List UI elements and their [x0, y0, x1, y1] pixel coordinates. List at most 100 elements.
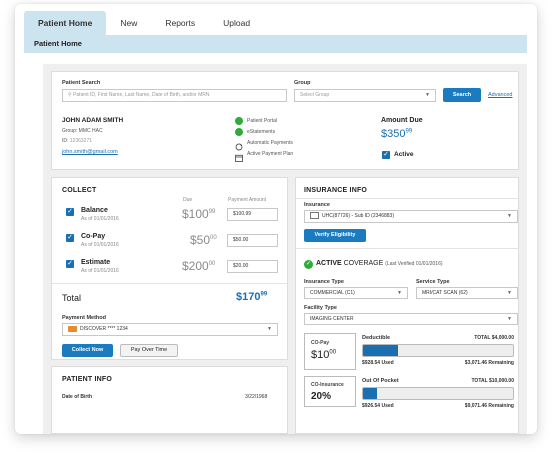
patient-portal-status-icon — [235, 117, 243, 125]
patient-email-link[interactable]: john.smith@gmail.com — [62, 149, 118, 155]
estimate-checkbox[interactable]: ✓ — [66, 260, 74, 268]
payment-method-label: Payment Method — [62, 315, 107, 321]
coinsurance-card: CO-Insurance 20% — [304, 376, 356, 407]
copay-card-value: $1000 — [311, 349, 336, 361]
copay-checkbox[interactable]: ✓ — [66, 234, 74, 242]
deductible-used: $928.54 Used — [362, 360, 394, 366]
insurance-card-icon — [310, 212, 319, 220]
payment-column-header: Payment Amount — [228, 197, 267, 203]
service-type-value: MRI/CAT SCAN (62) — [422, 290, 468, 296]
coinsurance-card-value: 20% — [311, 391, 332, 402]
amount-due-dollars: $350 — [381, 128, 406, 140]
automatic-payments-label: Automatic Payments — [247, 140, 293, 146]
facility-type-select[interactable]: IMAGING CENTER ▼ — [304, 313, 518, 325]
payment-method-value: DISCOVER **** 1234 — [80, 326, 128, 332]
out-of-pocket-label: Out Of Pocket — [362, 378, 399, 384]
insurance-type-select[interactable]: COMMERCIAL (C1) ▼ — [304, 287, 408, 299]
tab-upload[interactable]: Upload — [223, 18, 251, 28]
patient-id: ID: 12363271 — [62, 138, 92, 144]
copay-card: CO-Pay $1000 — [304, 333, 356, 370]
balance-label: Balance — [81, 207, 108, 214]
copay-label: Co-Pay — [81, 233, 106, 240]
coinsurance-card-label: CO-Insurance — [311, 382, 344, 388]
insurance-label: Insurance — [304, 202, 330, 208]
tab-patient-home[interactable]: Patient Home — [24, 11, 107, 35]
group-select[interactable]: Select Group ▼ — [294, 89, 436, 102]
patient-info-panel: PATIENT INFO Date of Birth 3/22/1968 — [51, 366, 288, 434]
verify-eligibility-button[interactable]: Verify Eligibility — [304, 229, 366, 242]
patient-portal-label: Patient Portal — [247, 118, 278, 124]
active-label: Active — [394, 151, 414, 158]
collect-now-button[interactable]: Collect Now — [62, 344, 113, 357]
amount-due-label: Amount Due — [381, 117, 423, 124]
payment-method-select[interactable]: DISCOVER **** 1234 ▼ — [62, 323, 278, 336]
search-icon: ⚲ — [68, 92, 74, 98]
copay-card-cents: 00 — [329, 349, 337, 356]
deductible-total: TOTAL $4,000.00 — [474, 335, 514, 341]
estimate-payment-input[interactable]: $20.00 — [227, 260, 278, 273]
deductible-progress-fill — [363, 345, 398, 356]
out-of-pocket-remaining: $9,071.46 Remaining — [464, 403, 514, 409]
estatements-label: eStatements — [247, 129, 276, 135]
service-type-select[interactable]: MRI/CAT SCAN (62) ▼ — [416, 287, 518, 299]
balance-due-dollars: $100 — [182, 207, 209, 221]
copay-due: $5000 — [190, 233, 217, 247]
chevron-down-icon: ▼ — [507, 316, 512, 322]
estimate-due-cents: 00 — [208, 261, 216, 267]
active-coverage-heading: ACTIVE COVERAGE (Last Verified 01/01/201… — [316, 260, 443, 267]
total-label: Total — [62, 293, 82, 303]
facility-type-value: IMAGING CENTER — [310, 316, 354, 322]
active-coverage-status: ACTIVE — [316, 260, 342, 267]
patient-search-label: Patient Search — [62, 80, 101, 86]
balance-checkbox[interactable]: ✓ — [66, 208, 74, 216]
dob-value: 3/22/1968 — [245, 394, 268, 400]
patient-id-value: 12363271 — [69, 138, 93, 144]
out-of-pocket-progress-bar — [362, 387, 514, 400]
chevron-down-icon: ▼ — [507, 213, 512, 219]
tab-new[interactable]: New — [120, 18, 138, 28]
insurance-divider — [296, 248, 518, 249]
main-content: Patient Search ⚲ Patient ID, First Name,… — [43, 64, 527, 434]
balance-payment-input[interactable]: $100.99 — [227, 208, 278, 221]
patient-id-label: ID: — [62, 138, 69, 144]
check-circle-icon: ✓ — [304, 260, 313, 269]
estatements-status-icon — [235, 128, 243, 136]
calendar-icon — [235, 149, 243, 162]
out-of-pocket-used: $926.54 Used — [362, 403, 394, 409]
insurance-type-value: COMMERCIAL (C1) — [310, 290, 355, 296]
last-verified-text: (Last Verified 01/01/2016) — [385, 261, 443, 267]
patient-search-input[interactable]: ⚲ Patient ID, First Name, Last Name, Dat… — [62, 89, 287, 102]
tab-reports[interactable]: Reports — [165, 18, 196, 28]
amount-due-cents: 99 — [405, 128, 413, 135]
subnav-bar: Patient Home — [24, 35, 527, 53]
group-label: Group — [294, 80, 311, 86]
search-button[interactable]: Search — [443, 88, 481, 102]
insurance-select[interactable]: UHC(87726) - Sub ID (2346883) ▼ — [304, 210, 518, 223]
copay-due-dollars: $50 — [190, 233, 211, 247]
advanced-search-link[interactable]: Advanced — [488, 92, 513, 98]
active-payment-plan-label: Active Payment Plan — [247, 151, 294, 157]
app-window: Patient Home New Reports Upload Patient … — [15, 4, 537, 434]
deductible-remaining: $3,071.46 Remaining — [464, 360, 514, 366]
active-checkbox[interactable]: ✓ — [382, 151, 390, 159]
estimate-as-of: As of 01/01/2016 — [81, 268, 119, 274]
copay-payment-input[interactable]: $50.00 — [227, 234, 278, 247]
group-select-value: Select Group — [300, 92, 330, 98]
due-column-header: Due — [183, 197, 193, 203]
estimate-due-dollars: $200 — [182, 259, 209, 273]
patient-search-placeholder: Patient ID, First Name, Last Name, Date … — [73, 92, 210, 98]
refresh-icon — [235, 138, 243, 151]
pay-over-time-button[interactable]: Pay Over Time — [120, 344, 178, 357]
tab-bar: Patient Home New Reports Upload — [24, 11, 264, 35]
deductible-progress-bar — [362, 344, 514, 357]
deductible-label: Deductible — [362, 335, 391, 341]
collect-title: COLLECT — [62, 187, 97, 194]
total-cents: 99 — [260, 291, 268, 298]
copay-card-dollars: $10 — [311, 349, 330, 361]
insurance-select-value: UHC(87726) - Sub ID (2346883) — [322, 213, 394, 219]
out-of-pocket-progress-fill — [363, 388, 377, 399]
total-value: $17099 — [236, 291, 267, 303]
coverage-word: COVERAGE — [343, 260, 384, 267]
amount-due-value: $35099 — [381, 128, 412, 140]
collect-divider — [52, 283, 287, 284]
